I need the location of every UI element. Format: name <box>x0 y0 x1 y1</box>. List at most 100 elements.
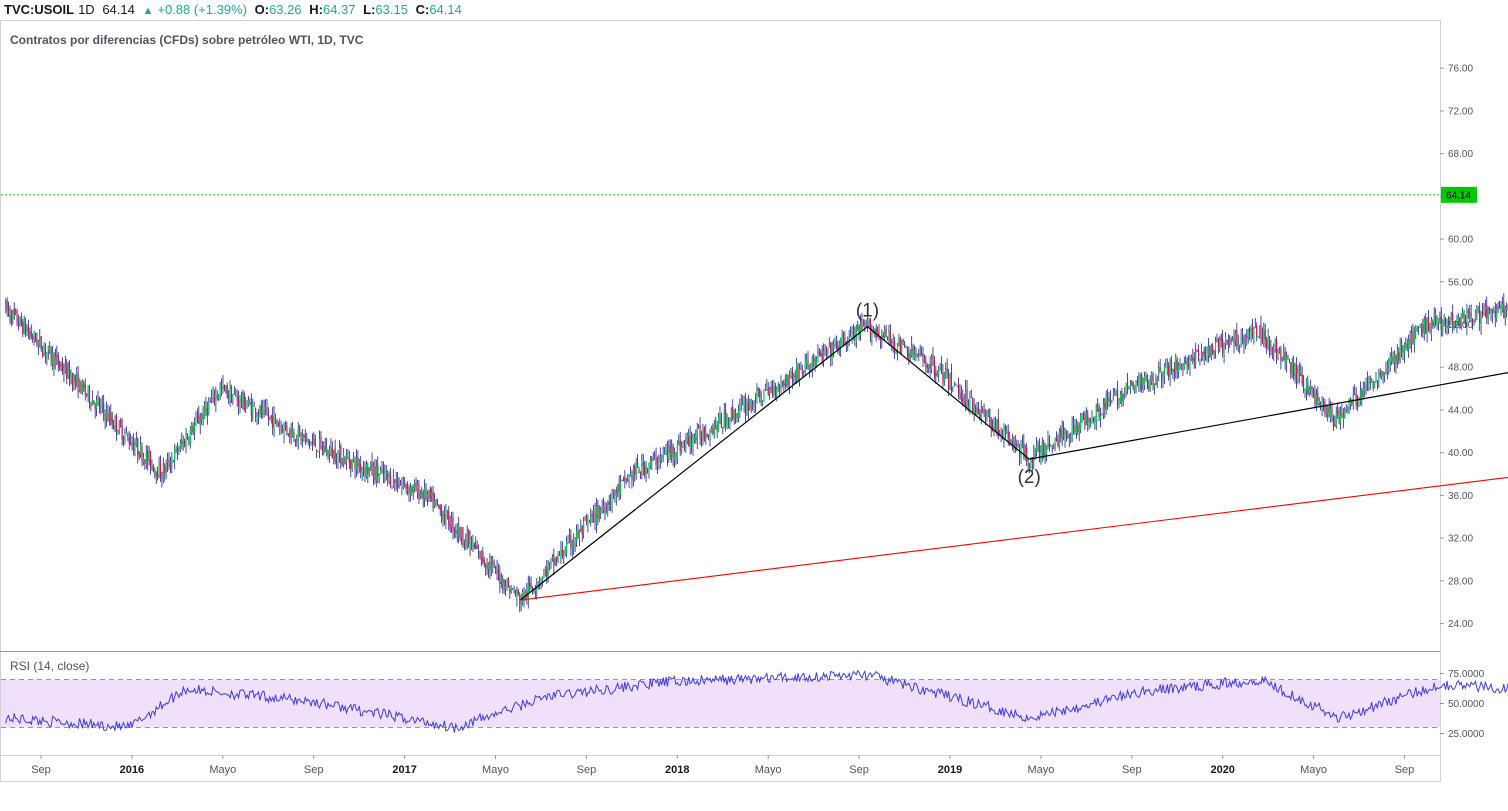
candle-body <box>923 360 926 362</box>
candle-body <box>656 464 659 466</box>
candle-body <box>1102 404 1104 416</box>
candle-body <box>379 470 382 475</box>
candle-body <box>54 357 57 370</box>
candle-body <box>1148 386 1150 388</box>
candle-body <box>29 332 31 334</box>
candle-body <box>239 396 241 405</box>
candle-body <box>1075 425 1077 434</box>
candle-body <box>1432 322 1434 326</box>
candle-body <box>913 350 916 360</box>
candle-body <box>395 480 397 482</box>
candle-body <box>1334 424 1336 427</box>
candle-body <box>1027 463 1029 466</box>
candle-body <box>382 467 385 476</box>
candle-body <box>773 383 775 398</box>
candle-body <box>66 363 68 379</box>
rsi-band <box>1 679 1440 728</box>
candle-body <box>445 509 447 522</box>
candle-body <box>493 562 495 565</box>
candle-body <box>223 384 225 389</box>
candle-body <box>571 546 573 549</box>
candle-body <box>1044 450 1046 458</box>
candle-body <box>462 527 464 544</box>
candle-body <box>953 385 955 387</box>
candle-body <box>61 364 64 371</box>
candle-body <box>426 494 429 499</box>
candle-body <box>1388 359 1390 366</box>
candle-body <box>933 359 935 376</box>
candle-body <box>1122 393 1124 402</box>
candle-body <box>328 449 331 455</box>
candle-body <box>889 330 891 343</box>
candle-body <box>1352 393 1354 405</box>
candle-body <box>892 340 894 344</box>
candle-body <box>1155 383 1157 385</box>
candle-body <box>50 347 52 361</box>
candle-body <box>299 426 301 434</box>
candle-body <box>1129 385 1131 388</box>
candle-body <box>1423 319 1425 334</box>
candle-body <box>537 582 539 585</box>
candle-body <box>713 424 715 437</box>
candle-body <box>1494 310 1496 319</box>
candle-body <box>618 483 620 493</box>
candle-body <box>304 436 306 438</box>
candle-body <box>1466 309 1468 327</box>
candle-body <box>1050 446 1052 448</box>
candle-body <box>921 352 923 356</box>
candle-body <box>654 454 656 457</box>
candle-body <box>817 352 819 361</box>
candle-body <box>201 415 203 420</box>
candle-body <box>536 587 538 591</box>
candle-body <box>652 456 654 461</box>
candle-body <box>823 351 825 361</box>
candle-body <box>648 464 650 472</box>
candle-body <box>1166 367 1168 370</box>
candle-body <box>263 406 265 409</box>
candle-body <box>229 388 231 400</box>
candle-body <box>1368 380 1370 388</box>
candle-body <box>1186 363 1188 367</box>
candle-body <box>1250 326 1252 334</box>
candle-body <box>1456 319 1458 329</box>
candle-body <box>813 359 815 361</box>
candle-body <box>1125 383 1127 392</box>
candle-body <box>1028 464 1031 467</box>
candle-body <box>989 409 991 422</box>
candle-body <box>512 588 514 590</box>
candle-body <box>1084 414 1086 427</box>
candle-body <box>1251 328 1254 337</box>
candle-body <box>1179 363 1181 367</box>
candle-body <box>1196 349 1198 352</box>
candle-body <box>19 316 21 325</box>
candle-body <box>164 465 166 473</box>
candle-body <box>387 473 389 478</box>
candle-body <box>131 443 133 445</box>
candle-body <box>1369 381 1371 384</box>
candle-body <box>506 580 508 590</box>
candle-body <box>982 409 984 411</box>
candle-body <box>1317 392 1319 401</box>
candle-body <box>5 301 7 312</box>
candle-body <box>211 398 213 401</box>
candle-body <box>1107 397 1109 402</box>
candle-body <box>172 461 174 463</box>
candle-body <box>308 440 311 445</box>
candle-body <box>418 484 420 500</box>
candle-body <box>600 509 602 513</box>
candle-body <box>479 551 481 559</box>
candle-body <box>635 464 637 477</box>
candle-body <box>803 370 805 372</box>
candle-body <box>1381 371 1383 377</box>
candle-body <box>1036 446 1038 451</box>
candle-body <box>742 403 744 405</box>
candle-body <box>425 487 427 500</box>
candle-body <box>834 340 836 344</box>
candle-body <box>1399 344 1401 362</box>
candle-body <box>622 477 625 479</box>
candle-body <box>905 345 907 347</box>
candle-body <box>1277 352 1279 358</box>
candle-body <box>1048 436 1051 447</box>
candle-body <box>371 461 373 475</box>
